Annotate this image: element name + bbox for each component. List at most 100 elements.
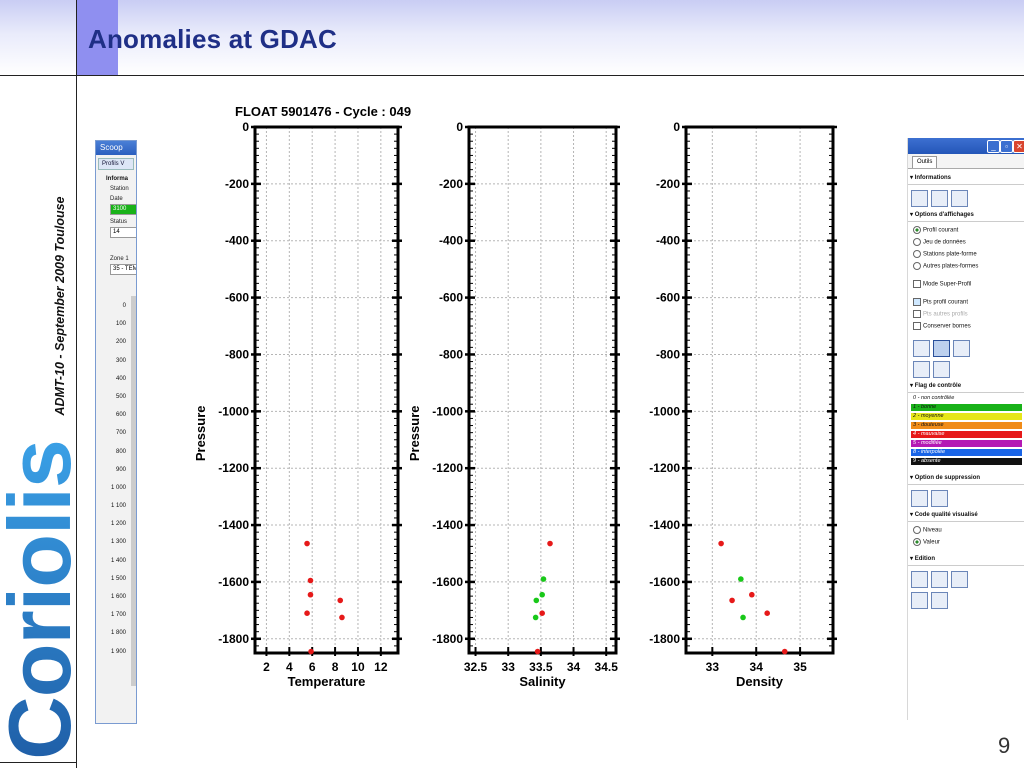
x-axis-label: Salinity xyxy=(519,674,566,689)
y-tick-label: -1200 xyxy=(649,461,680,475)
code-niveau[interactable]: Niveau xyxy=(913,526,1024,534)
suppression-buttons xyxy=(911,490,1024,507)
section-label: Edition xyxy=(914,556,936,562)
header-divider xyxy=(0,75,1024,76)
flag-item[interactable]: 5 - modifiée xyxy=(911,440,1022,447)
x-tick-label: 10 xyxy=(351,660,365,674)
trash-icon[interactable] xyxy=(931,592,948,609)
informations-section[interactable]: Informa xyxy=(106,176,129,182)
y-tick-label: -1600 xyxy=(649,575,680,589)
section-label: Flag de contrôle xyxy=(914,383,962,389)
flag-section[interactable]: ▾ Flag de contrôle xyxy=(908,377,1024,393)
copy-icon[interactable] xyxy=(931,571,948,588)
axis-tick: 1 900 xyxy=(110,648,126,655)
date-field[interactable]: 3100 xyxy=(110,204,136,215)
delete-range-icon[interactable] xyxy=(911,490,928,507)
y-tick-label: -1000 xyxy=(218,404,249,418)
check-conserver-bornes[interactable]: Conserver bornes xyxy=(913,322,1024,330)
check-super-profil[interactable]: Mode Super-Profil xyxy=(913,280,1024,288)
y-tick-label: -1800 xyxy=(218,632,249,646)
y-tick-label: -1400 xyxy=(432,518,463,532)
flag-item[interactable]: 8 - interpolée xyxy=(911,449,1022,456)
data-point xyxy=(533,597,540,604)
section-label: Informations xyxy=(914,175,952,181)
close-icon[interactable]: ✕ xyxy=(1013,140,1024,153)
tab-profils[interactable]: Profils V xyxy=(98,158,134,170)
scoop-window: Scoop Profils V Informa Station Date 310… xyxy=(95,140,137,724)
informations-section[interactable]: ▾ Informations xyxy=(908,169,1024,185)
axis-tick: 0 xyxy=(122,303,126,309)
data-point xyxy=(738,576,744,582)
option-profil-courant[interactable]: Profil courant xyxy=(913,226,1024,234)
flag-item[interactable]: 3 - douteuse xyxy=(911,422,1022,429)
checkbox-icon xyxy=(913,280,921,288)
radio-icon xyxy=(913,238,921,246)
y-tick-label: -1400 xyxy=(649,518,680,532)
check-pts-profil-courant[interactable]: Pts profil courant xyxy=(913,298,1024,306)
option-autres-plates-formes[interactable]: Autres plates-formes xyxy=(913,262,1024,270)
save-icon[interactable] xyxy=(911,592,928,609)
option-jeu-de-donnees[interactable]: Jeu de données xyxy=(913,238,1024,246)
y-tick-label: -600 xyxy=(225,291,249,305)
zoom-out-icon[interactable] xyxy=(953,340,970,357)
restore-icon[interactable]: ▫ xyxy=(1000,140,1013,153)
x-tick-label: 32.5 xyxy=(464,660,488,674)
check-pts-autres-profils[interactable]: Pts autres profils xyxy=(913,310,1024,318)
code-section[interactable]: ▾ Code qualité visualisé xyxy=(908,506,1024,522)
radio-icon xyxy=(913,262,921,270)
zone-label: Zone 1 xyxy=(110,256,129,262)
axis-tick: 1 300 xyxy=(110,539,126,546)
table-icon[interactable] xyxy=(931,190,948,207)
options-section[interactable]: ▾ Options d'affichages xyxy=(908,206,1024,222)
y-tick-label: -1000 xyxy=(432,404,463,418)
tools-titlebar: _ ▫ ✕ xyxy=(908,138,1024,154)
status-field[interactable]: 14 xyxy=(110,227,136,238)
axis-tick: 1 200 xyxy=(110,521,126,528)
zoom-reset-icon[interactable] xyxy=(913,340,930,357)
zone-select[interactable]: 35 - TEM xyxy=(110,264,136,275)
tab-outils[interactable]: Outils xyxy=(912,156,938,168)
x-tick-label: 35 xyxy=(793,660,807,674)
data-point xyxy=(307,591,314,598)
flag-item[interactable]: 2 - moyenne xyxy=(911,413,1022,420)
zoom-box-icon[interactable] xyxy=(933,340,950,357)
checkbox-icon xyxy=(913,310,921,318)
delete-points-icon[interactable] xyxy=(931,490,948,507)
y-axis-label: Pressure xyxy=(407,405,422,461)
minimize-icon[interactable]: _ xyxy=(987,140,1000,153)
suppression-section[interactable]: ▾ Option de suppression xyxy=(908,469,1024,485)
window-icon[interactable] xyxy=(951,190,968,207)
y-tick-label: -800 xyxy=(225,347,249,361)
flag-item[interactable]: 9 - absente xyxy=(911,458,1022,465)
y-tick-label: -400 xyxy=(656,234,680,248)
pressure-axis-ticks: 0 100 200 300 400 500 600 700 800 900 1 … xyxy=(110,303,126,667)
axis-tick: 1 100 xyxy=(110,503,126,510)
x-tick-label: 2 xyxy=(263,660,270,674)
data-point xyxy=(547,540,553,547)
page-number: 9 xyxy=(998,733,1011,758)
y-tick-label: -600 xyxy=(656,291,680,305)
data-point xyxy=(339,614,345,621)
flag-item[interactable]: 4 - mauvaise xyxy=(911,431,1022,438)
flag-item[interactable]: 1 - bonne xyxy=(911,404,1022,411)
scrollbar[interactable] xyxy=(131,296,136,686)
x-tick-label: 33 xyxy=(706,660,720,674)
bottom-divider xyxy=(0,762,77,763)
x-tick-label: 34.5 xyxy=(595,660,619,674)
data-point xyxy=(532,614,539,621)
y-tick-label: -1600 xyxy=(218,575,249,589)
scoop-titlebar[interactable]: Scoop xyxy=(96,141,136,155)
paste-icon[interactable] xyxy=(951,571,968,588)
edit-icon[interactable] xyxy=(911,571,928,588)
y-tick-label: -1200 xyxy=(432,461,463,475)
edition-section[interactable]: ▾ Edition xyxy=(908,550,1024,566)
option-stations[interactable]: Stations plate-forme xyxy=(913,250,1024,258)
flag-item[interactable]: 0 - non contrôlée xyxy=(911,395,1022,402)
check-label: Pts autres profils xyxy=(923,311,968,318)
x-tick-label: 6 xyxy=(309,660,316,674)
pointer-icon[interactable] xyxy=(913,361,930,378)
lasso-icon[interactable] xyxy=(933,361,950,378)
x-axis-label: Temperature xyxy=(288,674,366,689)
settings-icon[interactable] xyxy=(911,190,928,207)
code-valeur[interactable]: Valeur xyxy=(913,538,1024,546)
